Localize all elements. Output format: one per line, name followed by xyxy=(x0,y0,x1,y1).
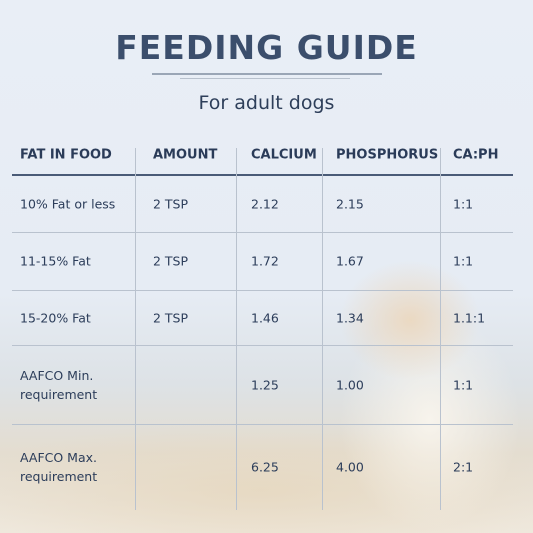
table-cell: 1.72 xyxy=(251,253,279,269)
row-rule xyxy=(12,232,513,233)
table-cell: 1.25 xyxy=(251,377,279,392)
divider xyxy=(180,78,350,79)
table-cell: 1.67 xyxy=(336,253,364,269)
table-cell: 4.00 xyxy=(336,459,364,475)
column-divider xyxy=(440,148,441,510)
table-cell: AAFCO Min. requirement xyxy=(20,367,98,402)
table-cell: 1:1 xyxy=(453,196,474,211)
table-cell: 2.12 xyxy=(251,196,279,211)
column-header: FAT IN FOOD xyxy=(20,147,112,163)
table-cell: 1.34 xyxy=(336,310,364,325)
table-cell: 10% Fat or less xyxy=(20,196,116,211)
table-cell: 1:1 xyxy=(453,253,474,269)
table-cell: 2:1 xyxy=(453,459,474,475)
divider xyxy=(152,73,382,75)
row-rule xyxy=(12,424,513,425)
table-cell: 2 TSP xyxy=(153,253,189,269)
column-header: CALCIUM xyxy=(251,147,317,163)
column-divider xyxy=(135,148,136,510)
column-header: CA:PH xyxy=(453,147,499,163)
table-cell: AAFCO Max. requirement xyxy=(20,450,98,484)
table-cell: 1.00 xyxy=(336,377,364,392)
subtitle: For adult dogs xyxy=(198,92,335,114)
row-rule xyxy=(12,290,513,291)
table-cell: 1.46 xyxy=(251,310,279,325)
table-cell: 1:1 xyxy=(453,377,474,392)
table-cell: 15-20% Fat xyxy=(20,310,91,325)
table-cell: 11-15% Fat xyxy=(20,253,91,269)
column-divider xyxy=(322,148,323,510)
table-cell: 2 TSP xyxy=(153,310,189,325)
table-cell: 2 TSP xyxy=(153,196,189,211)
column-header: PHOSPHORUS xyxy=(336,147,439,163)
header-rule xyxy=(12,174,513,176)
title: FEEDING GUIDE xyxy=(115,28,418,67)
column-header: AMOUNT xyxy=(153,147,218,163)
table-cell: 6.25 xyxy=(251,459,279,475)
table-cell: 2.15 xyxy=(336,196,364,211)
row-rule xyxy=(12,345,513,346)
table-cell: 1.1:1 xyxy=(453,310,486,325)
column-divider xyxy=(236,148,237,510)
